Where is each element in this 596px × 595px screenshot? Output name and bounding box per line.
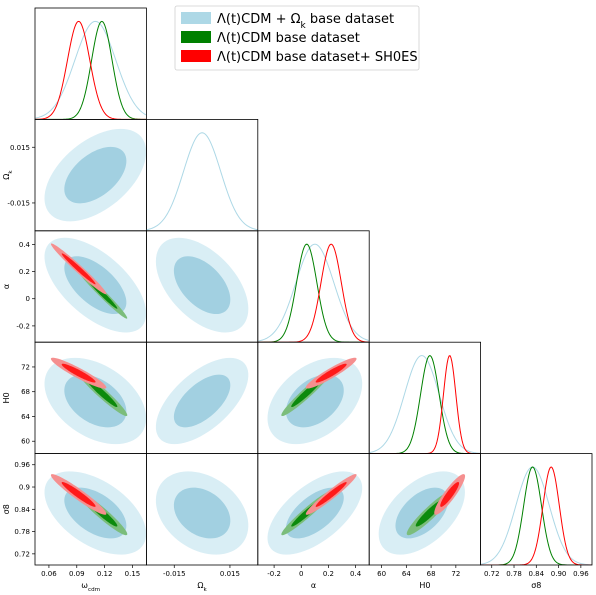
ytick-label-H0-3: 72 <box>21 363 30 371</box>
contour-inner-omk-alpha-series-0 <box>173 256 231 315</box>
xlabel-wcdm: ωcdm <box>81 581 100 593</box>
xtick-label-omk-0: -0.015 <box>163 570 186 578</box>
marginal-wcdm-series-1 <box>35 20 147 120</box>
panel-wcdm-wcdm <box>34 7 147 120</box>
panel-alpha-s8: -0.2 0 0.2 0.4 α <box>257 453 370 590</box>
ytick-label-alpha-3: 0.4 <box>19 241 31 249</box>
legend-swatch-1 <box>181 31 211 43</box>
xtick-label-wcdm-1: 0.09 <box>69 570 85 578</box>
xlabel-H0: H0 <box>419 581 430 590</box>
panel-omk-H0 <box>145 341 259 455</box>
xtick-label-H0-3: 72 <box>451 570 460 578</box>
panel-frame <box>145 119 259 232</box>
ytick-label-alpha-2: 0.2 <box>19 268 30 276</box>
ytick-label-s8-0: 0.72 <box>14 550 30 558</box>
contour-inner-wcdm-H0-series-1 <box>86 378 118 408</box>
legend-box <box>174 5 420 71</box>
xtick-label-s8-3: 0.90 <box>551 570 567 578</box>
marginal-alpha-series-0 <box>257 243 370 342</box>
contour-inner-wcdm-s8-series-2 <box>61 482 96 507</box>
contour-inner-omk-s8-series-0 <box>173 487 231 539</box>
ytick-label-omk-0: -0.015 <box>7 199 30 207</box>
contour-inner-wcdm-H0-series-2 <box>61 363 96 383</box>
xtick-label-s8-0: 0.72 <box>484 570 500 578</box>
contour-inner-wcdm-omk-series-0 <box>64 146 127 204</box>
marginal-H0-series-1 <box>369 355 481 454</box>
ytick-label-s8-3: 0.9 <box>19 484 30 492</box>
panel-H0-s8: 60 64 68 72 H0 <box>368 453 482 590</box>
ytick-label-H0-2: 68 <box>21 388 30 396</box>
contour-inner-alpha-H0-series-2 <box>315 363 347 383</box>
ytick-label-s8-1: 0.78 <box>14 528 30 536</box>
panel-alpha-alpha <box>257 230 370 343</box>
panel-wcdm-alpha: -0.2 0 0.2 0.4 α <box>2 230 147 343</box>
contour-inner-wcdm-H0-series-0 <box>64 374 127 428</box>
panel-wcdm-H0: 60 64 68 72 H0 <box>2 341 147 455</box>
marginal-s8-series-1 <box>480 466 592 566</box>
ylabel-alpha: α <box>2 284 11 289</box>
legend-swatch-2 <box>181 50 211 62</box>
xlabel-s8: σ8 <box>531 581 541 590</box>
ytick-label-s8-2: 0.84 <box>14 506 30 514</box>
xtick-label-wcdm-3: 0.15 <box>125 570 141 578</box>
ytick-label-H0-1: 64 <box>21 413 30 421</box>
xtick-label-alpha-2: 0.2 <box>323 570 334 578</box>
panel-s8-s8: 0.72 0.78 0.84 0.90 0.96 σ8 <box>480 453 593 590</box>
contour-inner-omk-H0-series-0 <box>173 374 231 428</box>
ylabel-H0: H0 <box>2 392 11 403</box>
xtick-label-alpha-1: 0 <box>299 570 303 578</box>
panel-frame <box>368 341 482 455</box>
xtick-label-omk-1: 0.015 <box>220 570 240 578</box>
marginal-H0-series-0 <box>369 355 481 454</box>
legend-swatch-0 <box>181 12 211 24</box>
legend-label-1: Λ(t)CDM base dataset <box>217 31 360 46</box>
xlabel-alpha: α <box>311 581 316 590</box>
xtick-label-s8-4: 0.96 <box>573 570 589 578</box>
legend-label-0: Λ(t)CDM + Ωk base dataset <box>217 12 394 31</box>
marginal-wcdm-series-0 <box>35 20 147 119</box>
xtick-label-wcdm-0: 0.06 <box>41 570 57 578</box>
contour-inner-H0-s8-series-2 <box>440 482 460 507</box>
ytick-label-s8-4: 0.96 <box>14 461 30 469</box>
panel-H0-H0 <box>368 341 482 455</box>
xtick-label-alpha-3: 0.4 <box>350 570 362 578</box>
marginal-omk-series-0 <box>146 132 258 231</box>
contour-inner-alpha-s8-series-2 <box>315 482 347 507</box>
contour-inner-alpha-H0-series-0 <box>285 374 344 428</box>
xtick-label-H0-2: 68 <box>427 570 436 578</box>
panel-omk-s8: -0.015 0.015 Ωk <box>145 453 259 593</box>
ylabel-s8: σ8 <box>2 504 11 514</box>
xtick-label-s8-2: 0.84 <box>529 570 545 578</box>
panel-wcdm-omk: -0.015 0.015 Ωk <box>2 119 147 232</box>
legend-label-2: Λ(t)CDM base dataset+ SH0ES <box>217 50 418 65</box>
marginal-s8-series-0 <box>480 466 593 566</box>
panel-alpha-H0 <box>257 341 370 455</box>
panel-wcdm-s8: 0.72 0.78 0.84 0.9 0.96 σ8 0.06 0.09 0.12 0.15 ωcd… <box>2 453 147 593</box>
ytick-label-alpha-0: -0.2 <box>16 322 30 330</box>
ytick-label-H0-0: 60 <box>21 438 30 446</box>
ylabel-omk: Ωk <box>2 170 14 180</box>
xtick-label-H0-1: 64 <box>402 570 411 578</box>
ytick-label-omk-1: 0.015 <box>10 144 30 152</box>
xlabel-omk: Ωk <box>197 581 207 593</box>
xtick-label-wcdm-2: 0.12 <box>97 570 113 578</box>
xtick-label-s8-1: 0.78 <box>506 570 522 578</box>
marginal-s8-series-2 <box>480 466 592 566</box>
marginal-wcdm-series-2 <box>35 20 147 120</box>
panel-omk-alpha <box>145 230 259 343</box>
panel-frame <box>480 453 593 566</box>
contour-inner-wcdm-alpha-series-2 <box>61 253 96 285</box>
panel-frame <box>257 230 370 343</box>
xtick-label-alpha-0: -0.2 <box>267 570 281 578</box>
ytick-label-alpha-1: 0 <box>26 295 30 303</box>
xtick-label-H0-0: 60 <box>377 570 386 578</box>
panel-omk-omk <box>145 119 259 232</box>
